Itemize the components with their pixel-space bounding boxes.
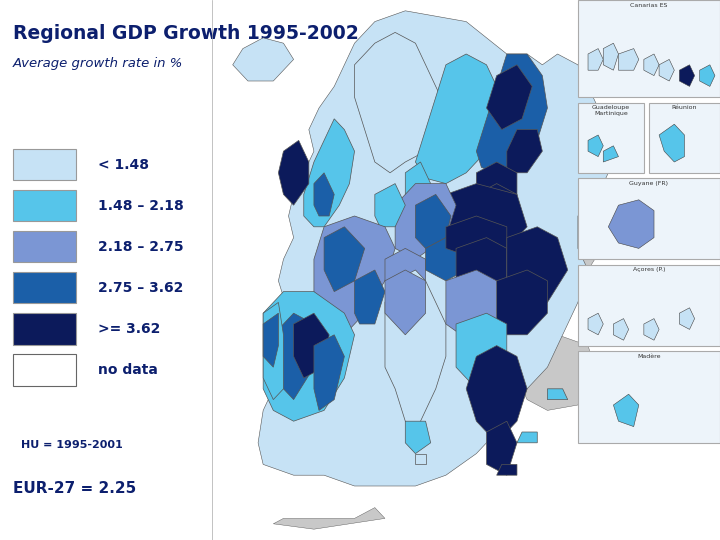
Polygon shape	[233, 38, 294, 81]
Polygon shape	[618, 49, 639, 70]
Bar	[578, 265, 720, 346]
Text: 1.48 – 2.18: 1.48 – 2.18	[98, 199, 184, 213]
Text: Açores (P.): Açores (P.)	[633, 267, 665, 272]
Bar	[13, 231, 76, 262]
Bar	[649, 103, 720, 173]
Polygon shape	[527, 184, 608, 281]
Bar	[578, 351, 720, 443]
Polygon shape	[603, 43, 618, 70]
Bar	[578, 103, 644, 173]
Bar	[13, 149, 76, 180]
Polygon shape	[644, 54, 659, 76]
Text: EUR-27 = 2.25: EUR-27 = 2.25	[13, 481, 136, 496]
Polygon shape	[603, 146, 618, 162]
Bar	[13, 354, 76, 386]
Polygon shape	[264, 313, 279, 367]
Polygon shape	[446, 270, 497, 346]
Polygon shape	[497, 464, 517, 475]
Polygon shape	[314, 173, 334, 216]
Polygon shape	[405, 162, 431, 205]
Bar	[13, 272, 76, 303]
Polygon shape	[659, 124, 685, 162]
Text: HU = 1995-2001: HU = 1995-2001	[22, 441, 123, 450]
Polygon shape	[608, 200, 654, 248]
Text: Guyane (FR): Guyane (FR)	[629, 181, 668, 186]
Polygon shape	[659, 59, 675, 81]
Polygon shape	[588, 49, 603, 70]
Polygon shape	[415, 54, 497, 184]
Text: Madère: Madère	[637, 354, 661, 359]
Polygon shape	[456, 238, 507, 292]
Text: Guadeloupe
Martinique: Guadeloupe Martinique	[592, 105, 630, 116]
Polygon shape	[680, 308, 695, 329]
Polygon shape	[314, 335, 344, 410]
Polygon shape	[264, 302, 284, 400]
Polygon shape	[487, 421, 517, 475]
Polygon shape	[477, 184, 517, 227]
Polygon shape	[446, 216, 507, 259]
Bar	[578, 178, 720, 259]
Text: Réunion: Réunion	[672, 105, 697, 110]
Polygon shape	[507, 227, 568, 302]
Polygon shape	[456, 313, 507, 389]
Polygon shape	[467, 346, 527, 443]
Polygon shape	[497, 270, 547, 335]
Polygon shape	[314, 216, 395, 335]
Polygon shape	[385, 270, 446, 432]
Polygon shape	[446, 184, 527, 259]
Text: >= 3.62: >= 3.62	[98, 322, 160, 336]
Polygon shape	[405, 421, 431, 454]
Text: Regional GDP Growth 1995-2002: Regional GDP Growth 1995-2002	[13, 24, 359, 43]
Polygon shape	[304, 119, 354, 227]
Polygon shape	[258, 11, 608, 486]
Polygon shape	[588, 135, 603, 157]
Polygon shape	[517, 335, 598, 410]
Polygon shape	[354, 270, 385, 324]
Polygon shape	[547, 389, 568, 400]
Text: Average growth rate in %: Average growth rate in %	[13, 57, 183, 70]
Polygon shape	[274, 508, 385, 529]
Polygon shape	[415, 454, 426, 464]
Polygon shape	[477, 205, 512, 248]
Polygon shape	[415, 194, 451, 248]
Polygon shape	[700, 65, 715, 86]
Polygon shape	[477, 162, 517, 205]
Text: Canarias ES: Canarias ES	[630, 3, 667, 8]
Text: 2.75 – 3.62: 2.75 – 3.62	[98, 281, 183, 295]
Polygon shape	[644, 319, 659, 340]
Bar	[13, 190, 76, 221]
Polygon shape	[426, 238, 467, 281]
Polygon shape	[588, 313, 603, 335]
Polygon shape	[395, 184, 456, 259]
Polygon shape	[375, 184, 405, 227]
Bar	[578, 0, 720, 97]
Polygon shape	[613, 394, 639, 427]
Polygon shape	[264, 292, 354, 421]
Polygon shape	[680, 65, 695, 86]
Polygon shape	[522, 130, 608, 238]
Polygon shape	[324, 227, 365, 292]
Polygon shape	[613, 319, 629, 340]
Polygon shape	[354, 32, 446, 173]
Polygon shape	[294, 313, 329, 378]
Bar	[13, 313, 76, 345]
Text: < 1.48: < 1.48	[98, 158, 149, 172]
Polygon shape	[477, 54, 547, 173]
Text: no data: no data	[98, 363, 158, 377]
Text: 2.18 – 2.75: 2.18 – 2.75	[98, 240, 184, 254]
Polygon shape	[487, 65, 532, 130]
Polygon shape	[517, 432, 537, 443]
Polygon shape	[274, 313, 314, 400]
Polygon shape	[385, 270, 426, 335]
Polygon shape	[279, 140, 309, 205]
Polygon shape	[507, 130, 542, 173]
Polygon shape	[385, 248, 426, 292]
